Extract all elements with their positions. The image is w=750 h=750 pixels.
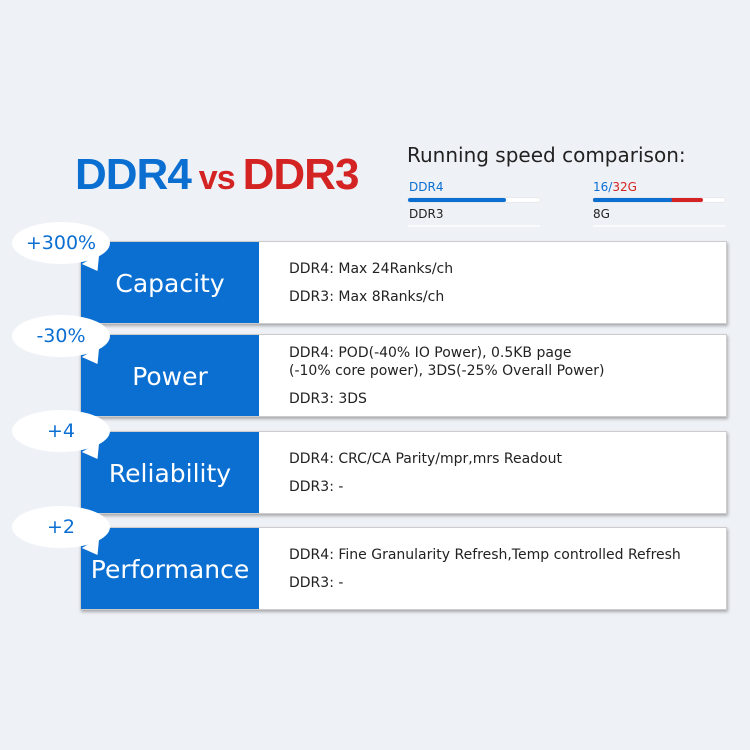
feature-row-capacity: Capacity DDR4: Max 24Ranks/ch DDR3: Max 8R…: [80, 241, 727, 324]
main-title: DDR4 vs DDR3: [75, 150, 360, 200]
feature-row-power: Power DDR4: POD(-40% IO Power), 0.5KB pag…: [80, 334, 727, 417]
capacity-bar: [593, 198, 725, 202]
detail-line: DDR4: Fine Granularity Refresh,Temp cont…: [289, 546, 681, 563]
detail-line: DDR3: -: [289, 478, 344, 495]
ddr3-speed-bar: [408, 225, 540, 227]
category-label: Capacity: [81, 242, 259, 323]
improvement-badge: +2: [12, 506, 110, 548]
detail-lines: DDR4: Max 24Ranks/ch DDR3: Max 8Ranks/ch: [289, 242, 453, 323]
detail-line: DDR3: -: [289, 574, 344, 591]
speed-comparison-title: Running speed comparison:: [407, 143, 686, 167]
category-label: Reliability: [81, 432, 259, 513]
category-label: Performance: [81, 528, 259, 609]
ddr3-capacity-bar: [593, 225, 725, 227]
detail-line: DDR4: Max 24Ranks/ch: [289, 260, 454, 277]
detail-lines: DDR4: Fine Granularity Refresh,Temp cont…: [289, 528, 681, 609]
detail-line: DDR4: CRC/CA Parity/mpr,mrs Readout: [289, 450, 562, 467]
detail-lines: DDR4: POD(-40% IO Power), 0.5KB page (-1…: [289, 335, 604, 416]
improvement-badge: +4: [12, 410, 110, 452]
title-ddr3: DDR3: [242, 150, 360, 199]
detail-line: DDR3: Max 8Ranks/ch: [289, 288, 445, 305]
detail-line: DDR3: 3DS: [289, 390, 367, 407]
title-ddr4: DDR4: [75, 150, 192, 199]
ddr3-capacity-label: 8G: [593, 207, 610, 221]
feature-row-reliability: Reliability DDR4: CRC/CA Parity/mpr,mrs R…: [80, 431, 727, 514]
category-label: Power: [81, 335, 259, 416]
ddr3-speed-label: DDR3: [409, 207, 444, 221]
improvement-badge: -30%: [12, 315, 110, 357]
cap-16: 16/: [593, 180, 613, 194]
improvement-badge: +300%: [12, 222, 110, 264]
cap16-fill: [593, 198, 673, 202]
feature-row-performance: Performance DDR4: Fine Granularity Refres…: [80, 527, 727, 610]
ddr4-speed-fill: [408, 198, 506, 202]
detail-line: DDR4: POD(-40% IO Power), 0.5KB page (-1…: [289, 344, 605, 379]
title-vs: vs: [198, 159, 236, 197]
cap-32: 32G: [612, 180, 637, 194]
capacity-label: 16/32G: [593, 180, 637, 194]
ddr4-speed-label: DDR4: [409, 180, 444, 194]
detail-lines: DDR4: CRC/CA Parity/mpr,mrs Readout DDR3:…: [289, 432, 562, 513]
ddr4-speed-bar: [408, 198, 540, 202]
